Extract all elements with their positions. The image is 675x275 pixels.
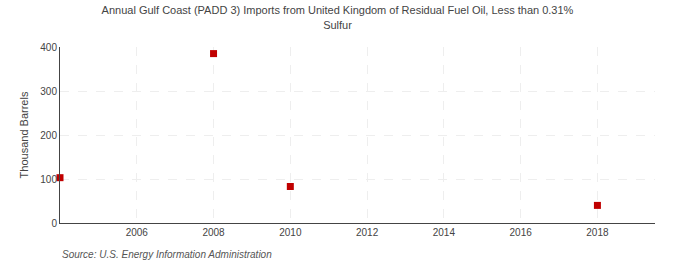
svg-text:300: 300 — [40, 86, 57, 97]
svg-text:2010: 2010 — [279, 227, 302, 238]
svg-text:Source: U.S. Energy Informatio: Source: U.S. Energy Information Administ… — [62, 249, 272, 260]
svg-text:2018: 2018 — [586, 227, 609, 238]
svg-text:Annual Gulf Coast (PADD 3) Imp: Annual Gulf Coast (PADD 3) Imports from … — [102, 4, 574, 30]
svg-text:2006: 2006 — [126, 227, 149, 238]
svg-text:2008: 2008 — [202, 227, 225, 238]
svg-text:100: 100 — [40, 174, 57, 185]
svg-text:0: 0 — [51, 218, 57, 229]
svg-text:2016: 2016 — [510, 227, 533, 238]
svg-text:200: 200 — [40, 130, 57, 141]
svg-text:2012: 2012 — [356, 227, 379, 238]
svg-text:400: 400 — [40, 42, 57, 53]
svg-text:Thousand Barrels: Thousand Barrels — [18, 91, 30, 178]
svg-text:2014: 2014 — [433, 227, 456, 238]
